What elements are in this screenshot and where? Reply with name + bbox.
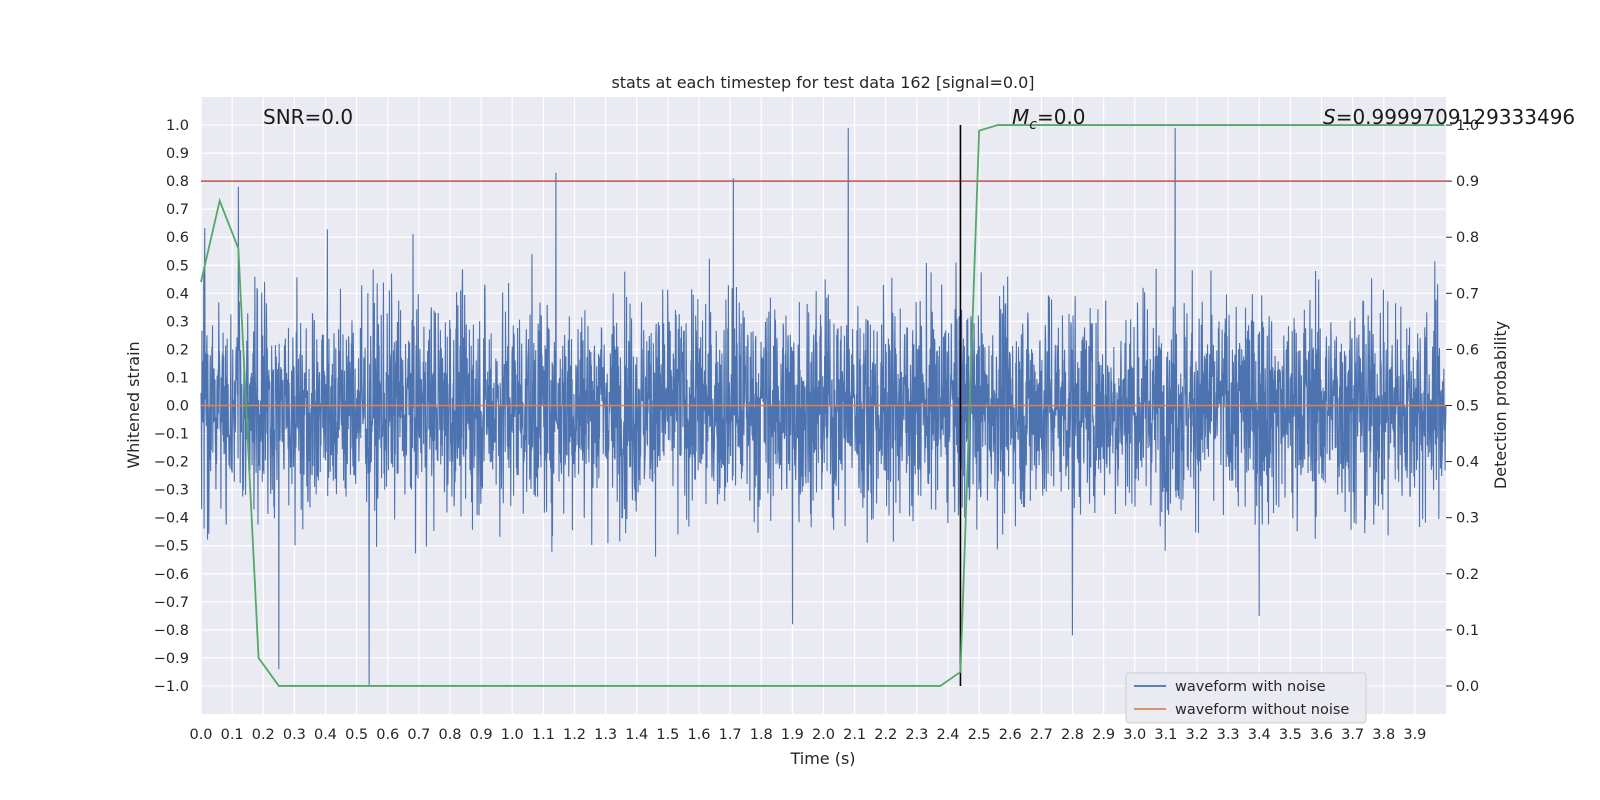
y2-tick-label: 0.5 <box>1456 399 1479 415</box>
x-tick-label: 1.1 <box>532 727 555 743</box>
x-tick-label: 3.8 <box>1372 727 1395 743</box>
y-tick-label: −0.2 <box>154 455 189 471</box>
x-tick-label: 3.2 <box>1185 727 1208 743</box>
x-tick-label: 2.3 <box>905 727 928 743</box>
x-tick-label: 1.9 <box>781 727 804 743</box>
y-tick-label: 0.9 <box>166 146 189 162</box>
x-tick-label: 0.5 <box>345 727 368 743</box>
y-tick-label: 0.3 <box>166 314 189 330</box>
x-tick-label: 0.2 <box>252 727 275 743</box>
s-symbol: S <box>1323 105 1336 129</box>
y-tick-label: −0.9 <box>154 651 189 667</box>
x-tick-label: 0.7 <box>407 727 430 743</box>
x-tick-label: 2.8 <box>1061 727 1084 743</box>
y-tick-label: 0.1 <box>166 370 189 386</box>
x-tick-label: 1.8 <box>750 727 773 743</box>
x-tick-label: 3.9 <box>1403 727 1426 743</box>
y2-tick-label: 0.9 <box>1456 174 1479 190</box>
y-tick-label: −0.5 <box>154 539 189 555</box>
x-tick-label: 0.4 <box>314 727 337 743</box>
x-tick-label: 3.7 <box>1341 727 1364 743</box>
x-tick-label: 3.6 <box>1310 727 1333 743</box>
y-tick-label: −0.7 <box>154 595 189 611</box>
legend: waveform with noise waveform without noi… <box>1125 672 1367 724</box>
x-tick-label: 1.0 <box>501 727 524 743</box>
snr-annotation: SNR=0.0 <box>263 105 353 129</box>
legend-label-noise: waveform with noise <box>1175 679 1326 695</box>
x-tick-label: 0.1 <box>221 727 244 743</box>
legend-label-clean: waveform without noise <box>1175 702 1349 718</box>
x-tick-label: 3.3 <box>1217 727 1240 743</box>
x-tick-label: 3.5 <box>1279 727 1302 743</box>
y-tick-label: 0.7 <box>166 202 189 218</box>
overlay-lines <box>200 124 1446 687</box>
x-tick-label: 3.0 <box>1123 727 1146 743</box>
x-tick-label: 3.4 <box>1248 727 1271 743</box>
y2-tick-label: 0.1 <box>1456 623 1479 639</box>
y-tick-label: −0.3 <box>154 483 189 499</box>
y-tick-label: 0.8 <box>166 174 189 190</box>
x-tick-label: 2.1 <box>843 727 866 743</box>
chart-title: stats at each timestep for test data 162… <box>611 73 1034 92</box>
y-tick-label: 0.6 <box>166 230 189 246</box>
x-tick-label: 2.9 <box>1092 727 1115 743</box>
x-tick-label: 2.2 <box>874 727 897 743</box>
mc-symbol: M <box>1012 105 1029 129</box>
x-tick-label: 1.3 <box>594 727 617 743</box>
x-tick-label: 1.6 <box>687 727 710 743</box>
x-tick-label: 3.1 <box>1154 727 1177 743</box>
y-tick-label: 0.5 <box>166 258 189 274</box>
x-tick-label: 0.9 <box>470 727 493 743</box>
s-value: =0.9999709129333496 <box>1336 105 1575 129</box>
s-annotation: S=0.9999709129333496 <box>1323 105 1575 129</box>
y2-tick-label: 0.8 <box>1456 230 1479 246</box>
y2-tick-label: 0.3 <box>1456 511 1479 527</box>
y2-tick-label: 0.7 <box>1456 286 1479 302</box>
x-tick-label: 0.0 <box>189 727 212 743</box>
x-tick-label: 1.5 <box>656 727 679 743</box>
mc-annotation: Mc=0.0 <box>1012 105 1086 133</box>
y2-tick-labels: 1.0 0.9 0.8 0.7 0.6 0.5 0.4 0.3 0.2 0.1 0.0 <box>1446 118 1479 695</box>
y2-tick-label: 0.4 <box>1456 455 1479 471</box>
y-tick-label: −1.0 <box>154 679 189 695</box>
x-tick-label: 2.5 <box>968 727 991 743</box>
noisy-waveform-line <box>200 127 1447 686</box>
y-tick-label: −0.8 <box>154 623 189 639</box>
x-tick-label: 0.8 <box>438 727 461 743</box>
x-tick-label: 2.0 <box>812 727 835 743</box>
probability-series-path <box>200 124 1445 687</box>
y-tick-label: −0.6 <box>154 567 189 583</box>
y-tick-labels: 1.0 0.9 0.8 0.7 0.6 0.5 0.4 0.3 0.2 0.1 0.0 −0.1 −0.… <box>154 118 189 695</box>
y-tick-label: 0.0 <box>166 399 189 415</box>
x-tick-label: 0.3 <box>283 727 306 743</box>
x-axis-label: Time (s) <box>789 749 855 768</box>
mc-value: =0.0 <box>1037 105 1086 129</box>
x-tick-label: 1.2 <box>563 727 586 743</box>
x-tick-label: 1.4 <box>625 727 648 743</box>
x-tick-label: 2.4 <box>936 727 959 743</box>
x-tick-label: 1.7 <box>719 727 742 743</box>
legend-box <box>1125 672 1367 724</box>
y2-axis-label: Detection probability <box>1491 321 1510 489</box>
y-tick-label: 1.0 <box>166 118 189 134</box>
x-tick-label: 2.7 <box>1030 727 1053 743</box>
mc-subscript: c <box>1029 117 1037 133</box>
y-tick-label: 0.4 <box>166 286 189 302</box>
y2-tick-label: 0.2 <box>1456 567 1479 583</box>
x-tick-labels: 0.0 0.1 0.2 0.3 0.4 0.5 0.6 0.7 0.8 0.9 1.0 1.1 1.2 1… <box>189 727 1426 743</box>
noise-series-path <box>200 127 1447 686</box>
y-axis-label: Whitened strain <box>124 341 143 468</box>
y-tick-label: −0.1 <box>154 427 189 443</box>
y-tick-label: 0.2 <box>166 342 189 358</box>
y2-tick-label: 1.0 <box>1456 118 1479 134</box>
x-tick-label: 2.6 <box>999 727 1022 743</box>
y2-tick-label: 0.6 <box>1456 342 1479 358</box>
y2-tick-label: 0.0 <box>1456 679 1479 695</box>
x-tick-label: 0.6 <box>376 727 399 743</box>
y-tick-label: −0.4 <box>154 511 189 527</box>
